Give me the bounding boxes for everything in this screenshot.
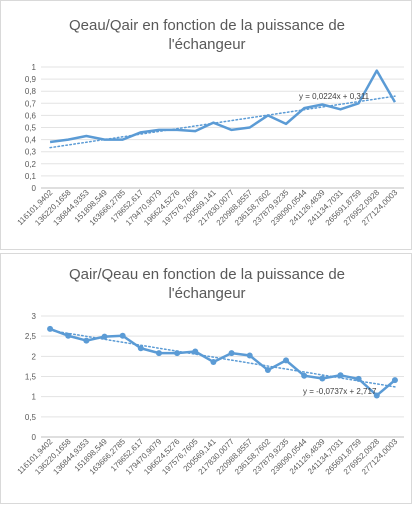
chart-title-line-1: Qair/Qeau en fonction de la puissance de — [69, 266, 345, 283]
data-point — [355, 375, 362, 382]
y-tick-label: 0 — [32, 433, 37, 442]
y-tick-label: 1 — [32, 393, 37, 402]
y-tick-label: 0,5 — [25, 124, 37, 133]
y-tick-label: 0,9 — [25, 75, 37, 84]
data-point — [264, 367, 271, 374]
chart-title-line-2: l'échangeur — [168, 36, 245, 53]
y-tick-label: 0,8 — [25, 87, 37, 96]
y-tick-label: 0,2 — [25, 160, 37, 169]
series-line — [49, 69, 397, 144]
data-point — [83, 337, 90, 344]
y-tick-label: 0,1 — [25, 172, 37, 181]
y-tick-label: 0,3 — [25, 148, 37, 157]
chart-title-line-2: l'échangeur — [168, 285, 245, 302]
series-line — [49, 327, 396, 397]
trendline-equation: y = -0,0737x + 2,717 — [303, 387, 377, 396]
data-point — [246, 352, 253, 359]
y-tick-label: 0,4 — [25, 136, 37, 145]
data-point — [301, 372, 308, 379]
data-point — [228, 350, 235, 357]
trendline-equation: y = 0,0224x + 0,311 — [299, 92, 370, 101]
chart-qeau-qair: Qeau/Qair en fonction de la puissance de… — [16, 17, 404, 227]
y-tick-label: 1 — [32, 63, 37, 72]
y-tick-label: 0,5 — [25, 413, 37, 422]
y-tick-label: 0 — [32, 184, 37, 193]
data-point — [337, 372, 344, 379]
y-tick-label: 1,5 — [25, 373, 37, 382]
chart-qair-qeau: Qair/Qeau en fonction de la puissance de… — [16, 266, 404, 476]
data-point — [192, 348, 199, 355]
data-point — [65, 332, 72, 339]
data-point — [155, 350, 162, 357]
data-point — [101, 333, 108, 340]
chart-panel-qeau-qair: Qeau/Qair en fonction de la puissance de… — [0, 0, 412, 250]
y-tick-label: 0,6 — [25, 111, 37, 120]
data-point — [391, 377, 398, 384]
trendline — [49, 329, 396, 388]
y-tick-label: 2,5 — [25, 332, 37, 341]
data-point — [174, 350, 181, 357]
data-point — [283, 357, 290, 364]
chart-title-line-1: Qeau/Qair en fonction de la puissance de — [69, 17, 345, 34]
data-point — [119, 332, 126, 339]
data-point — [137, 345, 144, 352]
y-tick-label: 2 — [32, 352, 37, 361]
data-point — [373, 392, 380, 399]
y-tick-label: 0,7 — [25, 99, 37, 108]
data-point — [210, 358, 217, 365]
data-point — [319, 375, 326, 382]
y-tick-label: 3 — [32, 312, 37, 321]
data-point — [47, 325, 54, 332]
chart-panel-qair-qeau: Qair/Qeau en fonction de la puissance de… — [0, 253, 412, 504]
